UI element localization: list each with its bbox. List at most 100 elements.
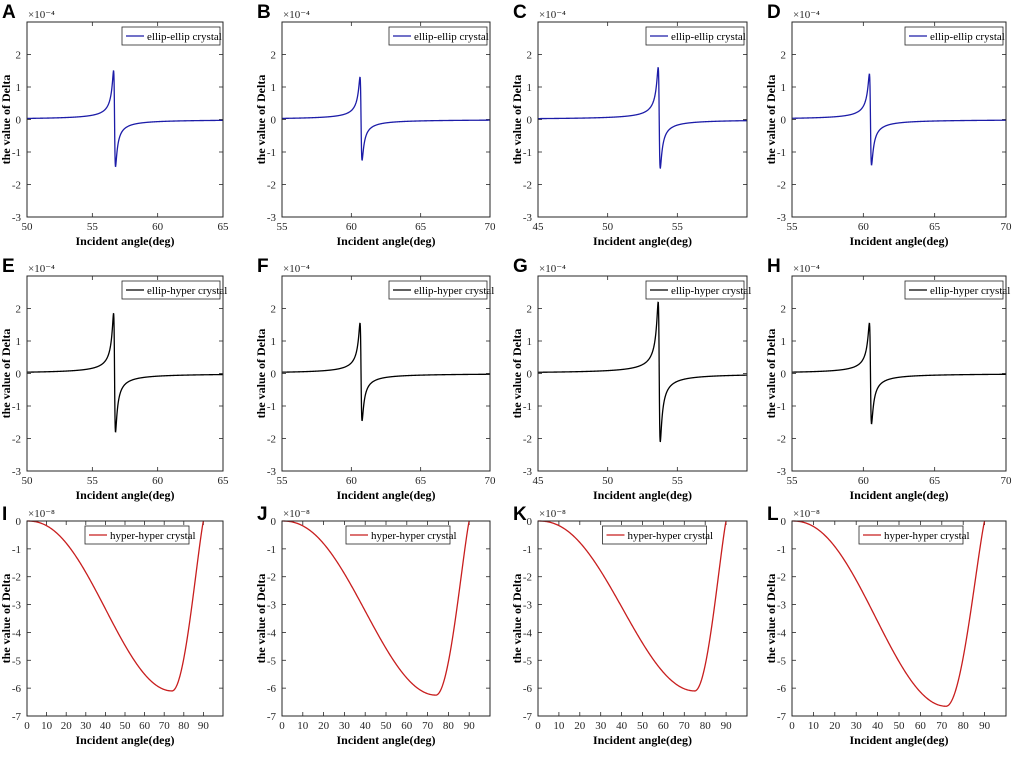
legend-label: ellip-ellip crystal — [930, 31, 1005, 43]
x-tick-label: 55 — [672, 475, 684, 487]
y-tick-label: -6 — [777, 683, 787, 695]
legend-box — [121, 280, 221, 300]
y-axis-label: the value of Delta — [764, 75, 778, 165]
y-axis-label: the value of Delta — [254, 329, 268, 419]
y-tick-label: -2 — [12, 180, 21, 192]
y-tick-label: -7 — [12, 711, 22, 723]
x-tick-label: 40 — [360, 720, 372, 732]
x-tick-label: 10 — [41, 720, 53, 732]
y-tick-label: 2 — [527, 50, 533, 62]
x-tick-label: 40 — [616, 720, 628, 732]
axes-frame — [26, 275, 224, 472]
y-tick-label: -2 — [267, 180, 276, 192]
y-tick-label: 1 — [271, 82, 277, 94]
x-tick-label: 55 — [787, 221, 799, 233]
axes-frame — [26, 520, 224, 717]
axes-frame — [791, 520, 1007, 717]
legend-box — [602, 525, 707, 545]
y-tick-label: -5 — [267, 655, 277, 667]
x-tick-label: 10 — [297, 720, 309, 732]
axes-frame — [281, 275, 491, 472]
y-tick-label: -1 — [523, 147, 532, 159]
x-tick-label: 70 — [1001, 221, 1013, 233]
y-tick-label: 0 — [16, 369, 22, 381]
panel-letter: E — [2, 256, 15, 277]
y-tick-label: 0 — [271, 369, 277, 381]
x-axis-label: Incident angle(deg) — [337, 733, 436, 747]
legend-box — [645, 280, 745, 300]
x-tick-label: 55 — [87, 221, 99, 233]
panel-H: H ×10⁻⁴ 55 60 65 70 -3 -2 -1 0 1 2 Incident angle(de… — [764, 256, 1012, 502]
panel-B: B ×10⁻⁴ 55 60 65 70 -3 -2 -1 0 1 2 Incident angle(de… — [254, 2, 496, 248]
panel-letter: J — [257, 504, 268, 525]
legend-label: hyper-hyper crystal — [628, 530, 714, 542]
panel-J: J ×10⁻⁸ 0 10 20 30 40 50 60 70 80 90 -7 -6 -5 -4 -3 -2 -1 0… — [254, 504, 491, 747]
x-tick-label: 70 — [485, 221, 497, 233]
x-tick-label: 50 — [602, 221, 614, 233]
legend-box — [388, 26, 488, 46]
x-tick-label: 65 — [929, 221, 941, 233]
y-tick-label: 1 — [781, 336, 787, 348]
x-tick-label: 50 — [381, 720, 393, 732]
x-tick-label: 30 — [80, 720, 92, 732]
x-tick-label: 10 — [553, 720, 565, 732]
x-tick-label: 20 — [61, 720, 73, 732]
axis-exponent: ×10⁻⁴ — [793, 263, 820, 275]
x-tick-label: 60 — [152, 475, 164, 487]
panel-letter: K — [513, 504, 527, 525]
y-tick-label: -1 — [777, 147, 786, 159]
y-tick-label: -2 — [523, 434, 532, 446]
y-tick-label: -2 — [777, 434, 786, 446]
legend-box — [388, 280, 488, 300]
x-tick-label: 30 — [595, 720, 607, 732]
x-axis-label: Incident angle(deg) — [850, 488, 949, 502]
y-axis-label: the value of Delta — [254, 574, 268, 664]
y-tick-label: -3 — [523, 600, 533, 612]
y-tick-label: 0 — [781, 516, 787, 528]
legend-box — [858, 525, 964, 545]
y-tick-label: -1 — [777, 401, 786, 413]
y-tick-label: 0 — [527, 516, 533, 528]
x-axis-label: Incident angle(deg) — [76, 733, 175, 747]
x-tick-label: 50 — [120, 720, 132, 732]
y-tick-label: 2 — [271, 50, 277, 62]
y-tick-label: 0 — [781, 369, 787, 381]
y-tick-label: 2 — [16, 304, 22, 316]
y-tick-label: 0 — [271, 516, 277, 528]
x-tick-label: 90 — [198, 720, 210, 732]
legend-label: ellip-hyper crystal — [414, 285, 494, 297]
x-tick-label: 0 — [535, 720, 541, 732]
y-tick-label: 0 — [16, 516, 22, 528]
y-tick-label: -5 — [523, 655, 533, 667]
y-tick-label: 1 — [527, 336, 533, 348]
x-tick-label: 50 — [22, 221, 34, 233]
x-tick-label: 30 — [339, 720, 351, 732]
axis-exponent: ×10⁻⁸ — [28, 508, 55, 520]
x-tick-label: 70 — [1001, 475, 1013, 487]
y-tick-label: -7 — [777, 711, 787, 723]
panel-letter: I — [2, 504, 7, 525]
series-line — [538, 520, 727, 692]
x-tick-label: 60 — [858, 475, 870, 487]
y-axis-label: the value of Delta — [254, 75, 268, 165]
x-tick-label: 50 — [894, 720, 906, 732]
x-tick-label: 60 — [346, 475, 358, 487]
y-tick-label: -6 — [523, 683, 533, 695]
y-tick-label: -2 — [12, 572, 21, 584]
panel-letter: H — [767, 256, 781, 277]
legend-label: ellip-hyper crystal — [671, 285, 751, 297]
y-tick-label: 1 — [271, 336, 277, 348]
series-line — [282, 520, 470, 696]
panel-I: I ×10⁻⁸ 0 10 20 30 40 50 60 70 80 90 -7 -6 -5 -4 -3 -2 -1 0… — [0, 504, 224, 747]
x-tick-label: 60 — [858, 221, 870, 233]
x-tick-label: 0 — [279, 720, 285, 732]
y-axis-label: the value of Delta — [0, 75, 13, 165]
y-tick-label: -2 — [267, 434, 276, 446]
axis-exponent: ×10⁻⁴ — [539, 263, 566, 275]
y-tick-label: -7 — [267, 711, 277, 723]
axis-exponent: ×10⁻⁴ — [283, 263, 310, 275]
axis-exponent: ×10⁻⁸ — [793, 508, 820, 520]
series-line — [792, 520, 986, 707]
y-tick-label: -1 — [777, 544, 786, 556]
x-tick-label: 55 — [87, 475, 99, 487]
